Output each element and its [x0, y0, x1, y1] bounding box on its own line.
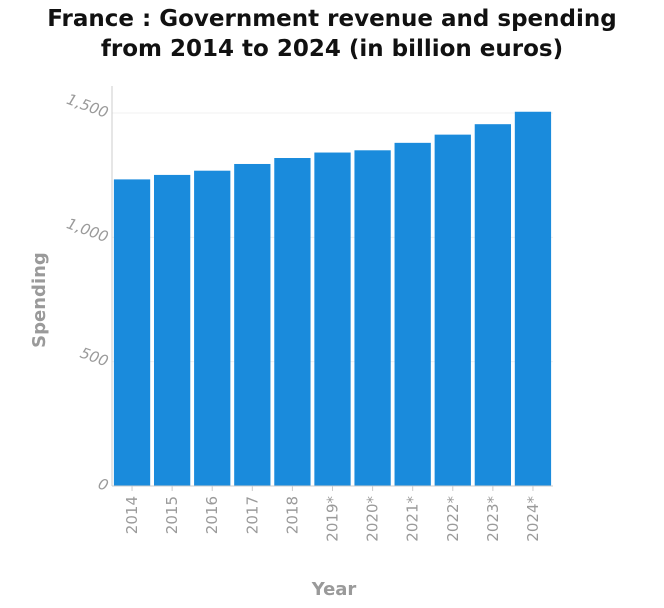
bar-2015: [153, 174, 191, 486]
bar-2018: [274, 158, 311, 486]
bar-2014: [113, 179, 151, 487]
chart-title: France : Government revenue and spending…: [0, 4, 664, 64]
bar-2019*: [314, 152, 351, 486]
bar-2022*: [434, 134, 471, 486]
bar-2024*: [514, 111, 552, 487]
x-axis-label: Year: [311, 579, 357, 600]
bar-2023*: [474, 124, 512, 486]
y-tick-label-0: 0: [96, 475, 111, 495]
bar-2016: [194, 170, 231, 486]
y-axis-label: Spending: [29, 252, 50, 348]
bar-2020*: [354, 150, 391, 487]
chart-title-line-1: France : Government revenue and spending: [47, 6, 617, 32]
x-tick-label-3: 2017: [243, 496, 261, 534]
x-tick-label-0: 2014: [123, 496, 141, 534]
x-tick-label-1: 2015: [163, 496, 181, 534]
bar-2021*: [394, 142, 431, 486]
x-tick-label-5: 2019*: [324, 496, 342, 542]
x-tick-label-10: 2024*: [524, 496, 542, 542]
bars: [113, 111, 552, 487]
x-tick-label-4: 2018: [283, 496, 301, 534]
chart-title-line-2: from 2014 to 2024 (in billion euros): [100, 36, 564, 62]
bar-2017: [234, 163, 271, 486]
y-tick-label-2: 1,000: [64, 214, 111, 246]
x-tick-label-6: 2020*: [364, 496, 382, 542]
x-tick-label-9: 2023*: [484, 496, 502, 542]
y-tick-label-1: 500: [78, 344, 111, 371]
x-tick-label-8: 2022*: [444, 496, 462, 542]
y-axis-ticks: 0 500 1,000 1,500: [64, 90, 111, 495]
y-tick-label-3: 1,500: [64, 90, 111, 122]
x-tick-label-7: 2021*: [404, 496, 422, 542]
x-tick-label-2: 2016: [203, 496, 221, 534]
x-axis-ticks: 2014 2015 2016 2017 2018 2019* 2020* 2021* 2022*…: [123, 486, 542, 542]
